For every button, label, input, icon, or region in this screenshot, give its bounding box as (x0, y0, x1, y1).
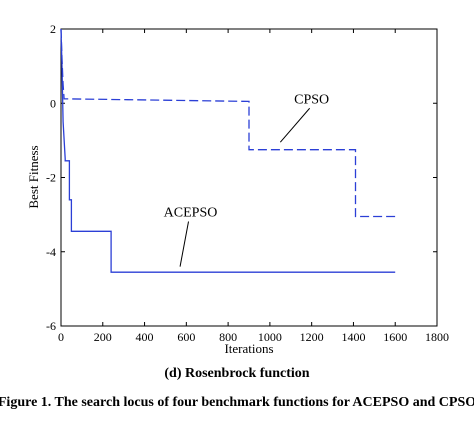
x-axis-ticks: 0 200 400 600 800 1000 1200 1400 1600 1800 (58, 29, 449, 344)
figure-caption: Figure 1. The search locus of four bench… (0, 395, 474, 410)
plot-frame (60, 28, 438, 327)
annotation-layer: CPSO ACEPSO (164, 92, 329, 267)
annotation-pointer (179, 221, 190, 267)
annotation-label: ACEPSO (164, 205, 218, 220)
x-axis-label: Iterations (224, 341, 273, 356)
y-tick-label: 2 (50, 22, 56, 36)
x-tick-label: 1000 (258, 330, 282, 344)
chart: 0 200 400 600 800 1000 1200 1400 1600 1800 -6 -4 -2… (26, 22, 449, 356)
x-tick-label: 1400 (341, 330, 365, 344)
x-tick-label: 0 (58, 330, 64, 344)
x-tick-label: 800 (219, 330, 237, 344)
x-tick-label: 600 (177, 330, 195, 344)
annotation-label: CPSO (294, 92, 329, 107)
x-tick-label: 200 (94, 330, 112, 344)
series-line-acepso (60, 28, 396, 273)
y-tick-label: -4 (46, 245, 56, 259)
y-axis-label: Best Fitness (26, 145, 41, 208)
x-tick-label: 1600 (383, 330, 407, 344)
y-tick-label: -2 (46, 171, 56, 185)
y-tick-label: -6 (46, 319, 56, 333)
x-tick-label: 1200 (300, 330, 324, 344)
series-layer (60, 28, 396, 273)
annotation-pointer (279, 107, 311, 143)
x-tick-label: 1800 (425, 330, 449, 344)
y-tick-label: 0 (50, 96, 56, 110)
y-axis-ticks: -6 -4 -2 0 2 (46, 22, 437, 333)
subcaption: (d) Rosenbrock function (164, 366, 310, 381)
x-tick-label: 400 (136, 330, 154, 344)
series-line-cpso (60, 28, 396, 218)
